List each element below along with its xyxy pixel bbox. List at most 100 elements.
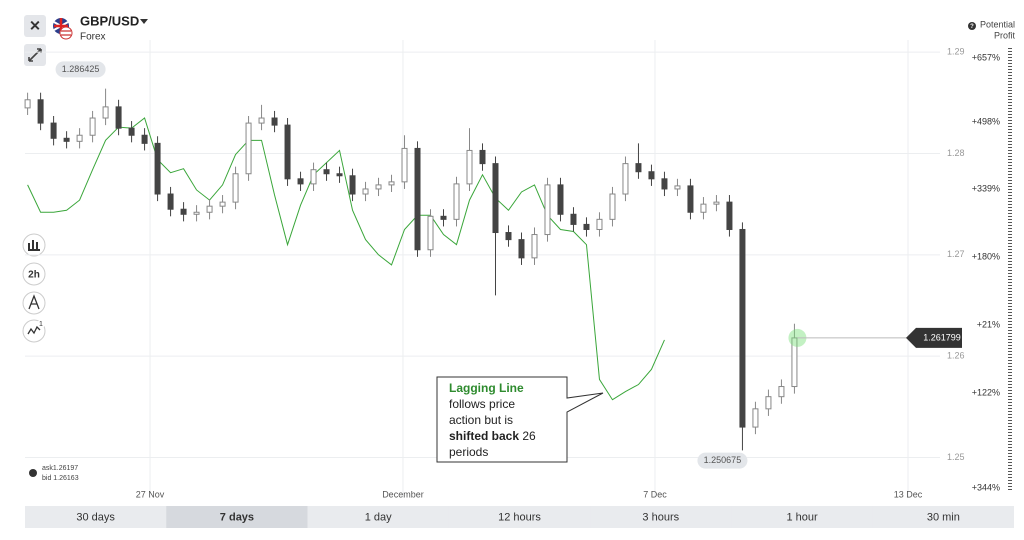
- candle-body: [115, 106, 122, 129]
- candle-body: [232, 173, 239, 203]
- profit-label: +344%: [972, 482, 1000, 492]
- tab[interactable]: [307, 506, 449, 528]
- candle-body: [271, 117, 278, 126]
- tab[interactable]: [590, 506, 732, 528]
- indicator-badge: [37, 320, 45, 328]
- candle-body: [193, 211, 200, 215]
- tab-label: 7 days: [220, 511, 254, 523]
- candle-body: [713, 201, 720, 205]
- candle-body: [310, 169, 317, 185]
- indicator-count: 1: [39, 321, 43, 328]
- help-icon[interactable]: [968, 22, 976, 30]
- candle-body: [167, 193, 174, 210]
- x-tick-label: 27 Nov: [136, 489, 165, 499]
- dropdown-arrow[interactable]: [140, 19, 148, 24]
- candle-body: [245, 122, 252, 175]
- candle-body: [128, 127, 135, 136]
- candle-body: [739, 228, 746, 428]
- potential-profit: Profit: [994, 30, 1016, 40]
- y-tick-label: 1.25: [947, 452, 965, 462]
- callout-box: [436, 376, 604, 463]
- annotation-title: Lagging Line: [449, 381, 524, 395]
- lagging-line: [27, 117, 665, 401]
- candle-body: [323, 169, 330, 175]
- candle-body: [37, 99, 44, 124]
- close-button[interactable]: [24, 15, 46, 37]
- candle-body: [700, 203, 707, 213]
- tabs: 30 days 7 days 1 day 12 hours 3 hours 1 hour 3…: [25, 506, 1014, 528]
- profit-scale: +657% +498% +339% +180% +21% +122% +344%: [972, 48, 1012, 492]
- timeframe-button[interactable]: [22, 262, 46, 286]
- plot: 1.25 1.26 1.27 1.28 1.29 27 Nov December 7 Dec 1…: [24, 40, 965, 499]
- chart-type-icon: [28, 240, 40, 251]
- candle-body: [76, 134, 83, 142]
- candle-body: [453, 183, 460, 220]
- price-tag: [906, 327, 962, 348]
- candle-body: [687, 185, 694, 213]
- tab-label: 1 hour: [786, 511, 818, 523]
- indicator-icon: [27, 325, 41, 335]
- y-tick-label: 1.27: [947, 249, 965, 259]
- candle-body: [557, 184, 564, 215]
- tab-label: 30 min: [927, 511, 960, 523]
- candle-body: [297, 178, 304, 185]
- candle-body: [50, 122, 57, 139]
- tab-label: 12 hours: [498, 511, 541, 523]
- profit-label: +339%: [972, 183, 1000, 193]
- candle-body: [609, 193, 616, 220]
- candle-body: [505, 232, 512, 241]
- candle-body: [336, 173, 343, 177]
- tab-label: 1 day: [365, 511, 392, 523]
- tab-label: 30 days: [76, 511, 115, 523]
- candle-body: [791, 337, 798, 388]
- quote-help[interactable]: [29, 469, 37, 477]
- help-glyph: ?: [970, 24, 974, 30]
- profit-label: +180%: [972, 251, 1000, 261]
- candle-body: [583, 223, 590, 230]
- candle-body: [206, 205, 213, 213]
- candle-body: [544, 184, 551, 236]
- annotation: Lagging Line follows price action but is…: [436, 376, 604, 463]
- symbol[interactable]: GBP/USD: [80, 13, 139, 28]
- candle-body: [219, 201, 226, 207]
- candle-body: [531, 234, 538, 259]
- candle-body: [401, 147, 408, 183]
- tool-buttons: 2h 1: [22, 233, 46, 343]
- timeframe: 2h: [28, 270, 40, 281]
- close-icon: ✕: [29, 18, 41, 34]
- candle-body: [414, 147, 421, 251]
- annotation-text: 26: [522, 429, 536, 443]
- candle-body: [24, 99, 31, 109]
- candle-body: [661, 178, 668, 190]
- high-label: 1.286425: [62, 64, 100, 74]
- tab[interactable]: [25, 506, 167, 528]
- candle-body: [427, 215, 434, 251]
- tab[interactable]: [872, 506, 1014, 528]
- candle-body: [375, 184, 382, 190]
- candle-body: [180, 208, 187, 215]
- drawing-icon: [28, 294, 40, 310]
- annotation-bold: shifted back: [449, 429, 519, 443]
- tab[interactable]: [448, 506, 591, 528]
- candle-body: [492, 163, 499, 234]
- profit-label: +657%: [972, 52, 1000, 62]
- profit-label: +122%: [972, 387, 1000, 397]
- bid: bid 1.26163: [42, 475, 79, 482]
- candle-body: [752, 408, 759, 428]
- annotation-text: follows price: [449, 397, 515, 411]
- candle-body: [674, 185, 681, 190]
- candle-body: [518, 239, 525, 259]
- tab[interactable]: [166, 506, 308, 528]
- candle-body: [765, 396, 772, 410]
- candle-body: [258, 117, 265, 124]
- profit-label: +498%: [972, 116, 1000, 126]
- tab[interactable]: [731, 506, 873, 528]
- annotation-text: shifted back 26: [449, 429, 536, 443]
- candle-body: [154, 142, 161, 195]
- ask: ask1.26197: [42, 465, 78, 472]
- candle-body: [141, 134, 148, 144]
- candle-body: [349, 175, 356, 195]
- candle-body: [622, 163, 629, 195]
- flag-icon: [53, 18, 73, 40]
